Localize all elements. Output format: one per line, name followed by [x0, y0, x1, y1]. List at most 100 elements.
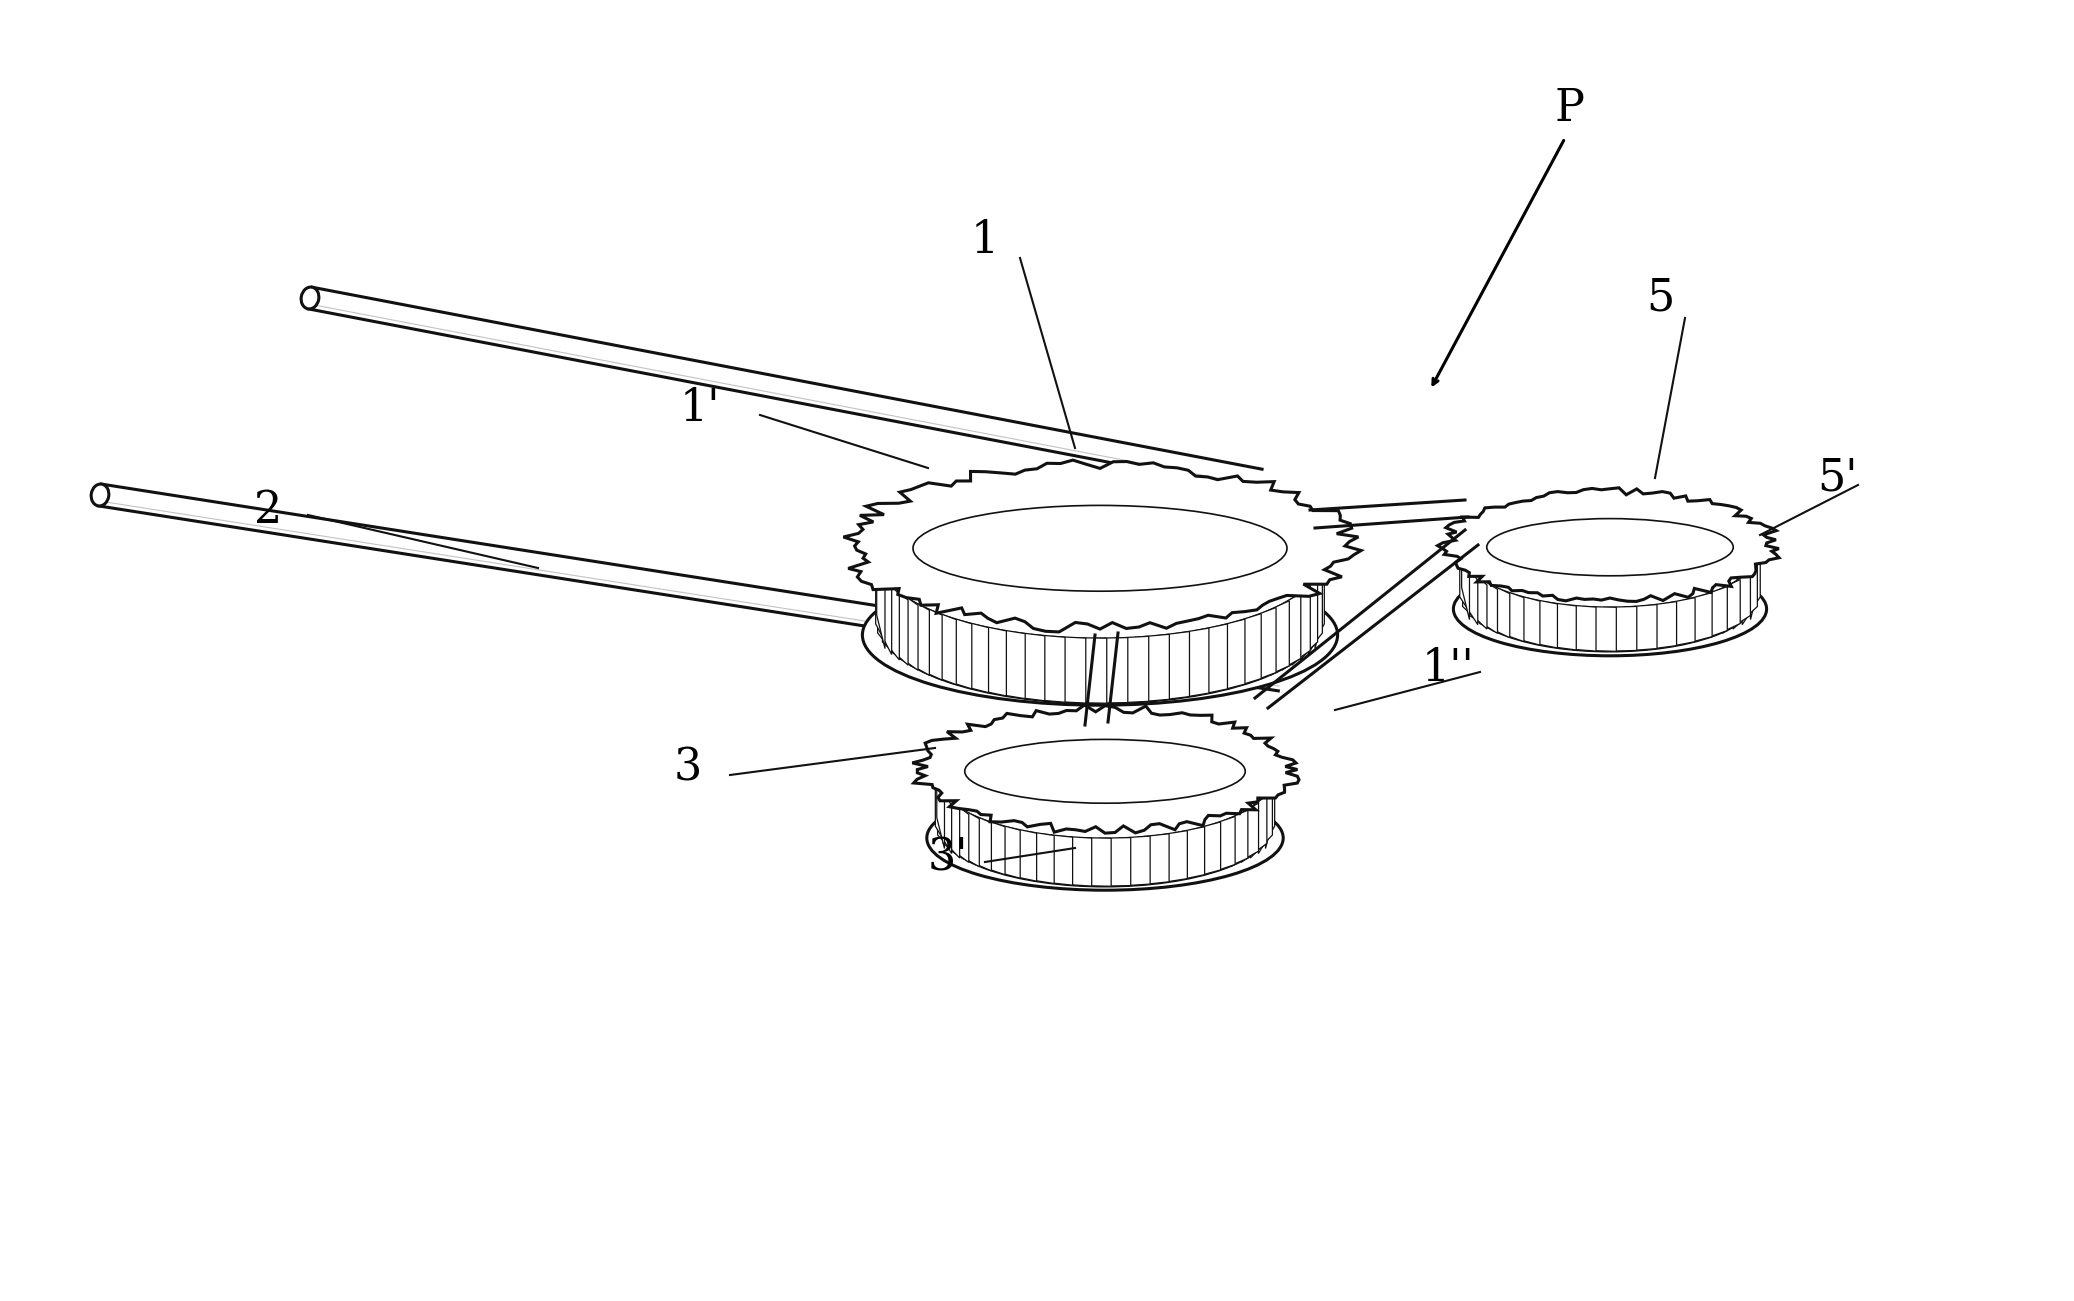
- Polygon shape: [1711, 579, 1740, 637]
- Polygon shape: [937, 770, 944, 848]
- Text: 3: 3: [674, 747, 703, 790]
- Polygon shape: [952, 803, 979, 866]
- Polygon shape: [1251, 787, 1273, 859]
- Polygon shape: [1462, 562, 1487, 630]
- Text: 1: 1: [971, 219, 1000, 262]
- Polygon shape: [1680, 592, 1713, 645]
- Polygon shape: [1174, 826, 1205, 881]
- Ellipse shape: [301, 288, 319, 308]
- Polygon shape: [877, 569, 900, 660]
- Polygon shape: [962, 811, 991, 870]
- Polygon shape: [1118, 837, 1151, 886]
- Polygon shape: [1041, 834, 1072, 885]
- Ellipse shape: [863, 565, 1338, 705]
- Polygon shape: [1060, 837, 1091, 886]
- Polygon shape: [975, 817, 1006, 874]
- Polygon shape: [1734, 562, 1757, 630]
- Polygon shape: [913, 705, 1298, 833]
- Polygon shape: [1524, 597, 1558, 648]
- Ellipse shape: [91, 484, 108, 506]
- Polygon shape: [991, 628, 1025, 699]
- Polygon shape: [1479, 579, 1510, 637]
- Polygon shape: [1603, 606, 1636, 652]
- Polygon shape: [1663, 597, 1694, 648]
- Polygon shape: [1742, 553, 1761, 624]
- Polygon shape: [1645, 601, 1676, 650]
- Polygon shape: [900, 593, 929, 675]
- Polygon shape: [923, 608, 956, 684]
- Text: 1': 1': [680, 386, 720, 429]
- Polygon shape: [1462, 544, 1470, 619]
- Polygon shape: [1230, 803, 1259, 866]
- Text: 5': 5': [1817, 457, 1858, 500]
- Polygon shape: [1134, 635, 1170, 703]
- Polygon shape: [1750, 544, 1759, 619]
- Polygon shape: [1723, 571, 1750, 634]
- Polygon shape: [1211, 619, 1244, 692]
- Polygon shape: [940, 781, 1269, 827]
- Polygon shape: [935, 778, 952, 853]
- Polygon shape: [1564, 605, 1597, 650]
- Polygon shape: [890, 585, 919, 670]
- Polygon shape: [1271, 593, 1300, 675]
- Text: 3': 3': [927, 837, 969, 879]
- Polygon shape: [881, 576, 908, 665]
- Polygon shape: [1543, 601, 1576, 650]
- Polygon shape: [1220, 811, 1249, 870]
- Polygon shape: [973, 624, 1006, 696]
- Polygon shape: [1265, 770, 1273, 848]
- Ellipse shape: [1464, 503, 1755, 608]
- Polygon shape: [1114, 636, 1149, 703]
- Polygon shape: [1052, 636, 1087, 703]
- Polygon shape: [954, 619, 989, 692]
- Polygon shape: [1190, 822, 1222, 878]
- Polygon shape: [1292, 576, 1317, 665]
- Polygon shape: [910, 601, 942, 680]
- Polygon shape: [1697, 587, 1728, 641]
- Polygon shape: [1437, 488, 1779, 601]
- Polygon shape: [1099, 838, 1130, 886]
- Polygon shape: [1155, 631, 1190, 701]
- Polygon shape: [1464, 556, 1755, 598]
- Polygon shape: [1493, 587, 1524, 641]
- Polygon shape: [1257, 601, 1290, 680]
- Polygon shape: [1244, 608, 1276, 684]
- Polygon shape: [937, 787, 960, 859]
- Ellipse shape: [940, 770, 1269, 886]
- Polygon shape: [1078, 838, 1112, 886]
- Polygon shape: [844, 461, 1361, 632]
- Text: P: P: [1556, 86, 1585, 130]
- Polygon shape: [1006, 826, 1037, 881]
- Polygon shape: [307, 288, 1263, 490]
- Ellipse shape: [1464, 546, 1755, 650]
- Text: 5: 5: [1647, 276, 1674, 320]
- Text: 2: 2: [253, 488, 282, 532]
- Polygon shape: [1282, 585, 1311, 670]
- Polygon shape: [875, 559, 892, 654]
- Ellipse shape: [879, 481, 1319, 637]
- Polygon shape: [989, 822, 1020, 878]
- Polygon shape: [1315, 550, 1323, 649]
- Ellipse shape: [1454, 562, 1767, 656]
- Polygon shape: [1195, 624, 1228, 696]
- Polygon shape: [1137, 834, 1170, 885]
- Ellipse shape: [879, 546, 1319, 703]
- Polygon shape: [1259, 778, 1276, 853]
- Polygon shape: [1174, 628, 1209, 699]
- Polygon shape: [1300, 569, 1323, 660]
- Polygon shape: [940, 614, 973, 688]
- Polygon shape: [1205, 817, 1236, 874]
- Polygon shape: [1582, 606, 1616, 652]
- Polygon shape: [944, 795, 969, 863]
- Polygon shape: [1031, 635, 1066, 703]
- Polygon shape: [1240, 795, 1267, 863]
- Polygon shape: [1155, 830, 1186, 883]
- Ellipse shape: [927, 786, 1284, 890]
- Polygon shape: [877, 550, 886, 649]
- Polygon shape: [1508, 592, 1539, 645]
- Polygon shape: [1022, 830, 1054, 883]
- Ellipse shape: [940, 722, 1269, 838]
- Polygon shape: [1309, 559, 1325, 654]
- Polygon shape: [1470, 571, 1497, 634]
- Polygon shape: [1460, 553, 1479, 624]
